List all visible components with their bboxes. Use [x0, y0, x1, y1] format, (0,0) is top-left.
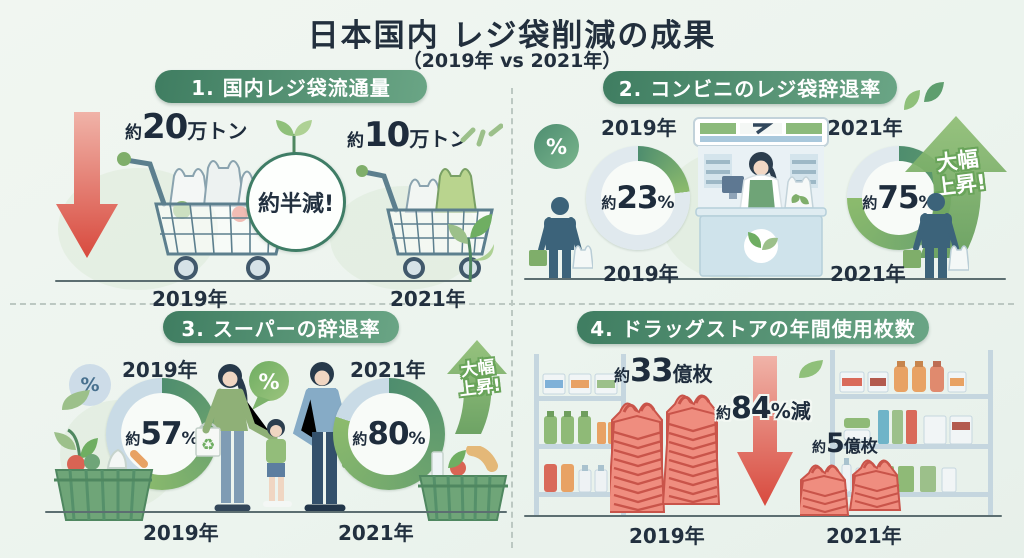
- stat-super-2021: 約 80%: [352, 415, 426, 452]
- ground-line: [524, 278, 1006, 280]
- leaves-icon: [904, 82, 944, 110]
- stat-cvs-2019: 約 23%: [601, 179, 675, 216]
- donut-chart-cvs-2019: 約 23%: [586, 146, 690, 250]
- vertical-divider: [511, 88, 513, 548]
- ground-line: [45, 511, 507, 513]
- stat-drugstore-2019: 約 33 億枚: [614, 351, 713, 389]
- stat-2019-volume: 約 20 万トン: [125, 107, 248, 147]
- year-label-2021-top: 2021年: [827, 116, 903, 140]
- sprout-icon: [276, 120, 312, 156]
- half-reduction-note: 約半減!: [246, 152, 346, 252]
- bag-stack-large-illustration: [610, 393, 721, 514]
- stat-super-2019: 約 57%: [125, 415, 199, 452]
- convenience-store-illustration: [693, 117, 829, 277]
- percent-bubble-icon: %: [249, 361, 289, 410]
- shopper-silhouette: [529, 197, 593, 278]
- svg-text:♻: ♻: [201, 435, 215, 454]
- year-label-2019: 2019年: [143, 521, 219, 545]
- section4-badge: 4. ドラッグストアの年間使用枚数: [577, 311, 929, 344]
- leaf-icon: [62, 390, 90, 410]
- shopping-basket-illustration: [418, 446, 508, 521]
- year-label-2019: 2019年: [629, 524, 705, 548]
- stat-reduction-84: 約 84 %減: [716, 391, 811, 426]
- donut-chart-super-2021: 約 80%: [333, 378, 445, 490]
- section1-badge: 1. 国内レジ袋流通量: [155, 70, 427, 103]
- section2-badge: 2. コンビニのレジ袋辞退率: [603, 71, 897, 104]
- down-arrow-icon: [56, 112, 118, 258]
- shopping-basket-illustration: [54, 428, 154, 521]
- year-label-2021: 2021年: [338, 521, 414, 545]
- shopper-silhouette: [903, 193, 969, 278]
- section3-badge: 3. スーパーの辞退率: [163, 311, 399, 343]
- stat-drugstore-2021: 約 5 億枚: [812, 428, 878, 459]
- year-label-2021: 2021年: [390, 287, 466, 311]
- page-title: 日本国内 レジ袋削減の成果: [307, 18, 717, 54]
- ground-line: [55, 280, 470, 282]
- svg-text:%: %: [258, 370, 279, 394]
- bag-stack-small-illustration: [800, 459, 902, 516]
- year-label-2019: 2019年: [152, 287, 228, 311]
- percent-badge: %: [534, 124, 579, 169]
- down-arrow-icon: [737, 356, 793, 506]
- plant-icon: [448, 214, 494, 282]
- stat-2021-volume: 約 10 万トン: [347, 115, 470, 155]
- sparkle-icon: [460, 123, 503, 147]
- year-label-2019-top: 2019年: [601, 116, 677, 140]
- year-label-2019: 2019年: [603, 262, 679, 286]
- drugstore-shelf-illustration: [830, 350, 993, 516]
- page-subtitle: （2019年 vs 2021年）: [402, 50, 622, 72]
- up-arrow-icon: [905, 116, 1007, 258]
- horizontal-divider: [10, 303, 1014, 305]
- year-label-2021: 2021年: [830, 262, 906, 286]
- ground-line: [524, 515, 1002, 517]
- leaf-icon: [799, 360, 823, 378]
- up-arrow-icon: [447, 340, 507, 434]
- year-label-2021: 2021年: [826, 524, 902, 548]
- surge-note: 大幅 上昇!: [458, 357, 503, 401]
